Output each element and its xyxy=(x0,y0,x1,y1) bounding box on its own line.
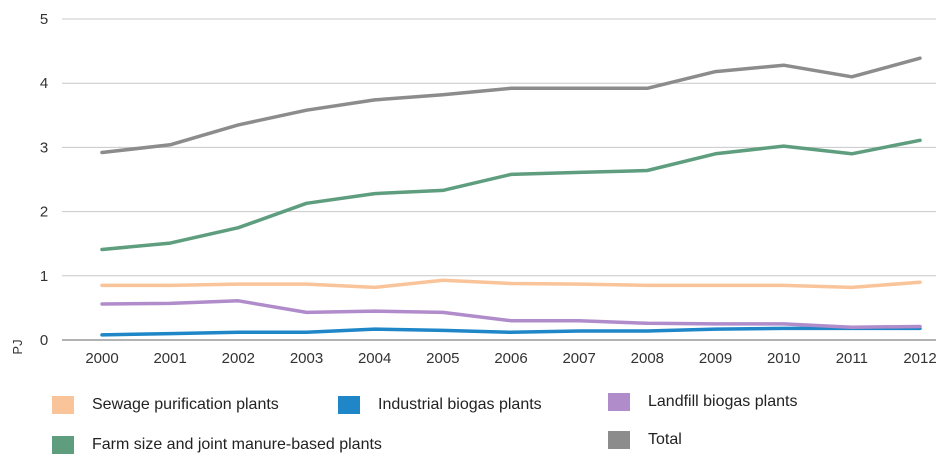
x-tick-label: 2011 xyxy=(836,350,868,367)
legend: Sewage purification plants Industrial bi… xyxy=(0,380,942,459)
legend-item-sewage: Sewage purification plants xyxy=(52,396,279,414)
x-tick-label: 2006 xyxy=(494,350,527,367)
x-tick-label: 2009 xyxy=(699,350,732,367)
y-axis-label: PJ xyxy=(10,339,25,354)
y-tick-label: 1 xyxy=(40,268,48,285)
series-lines xyxy=(100,56,922,337)
x-tick-label: 2001 xyxy=(153,350,186,367)
series-line-2 xyxy=(100,299,922,329)
y-tick-label: 5 xyxy=(40,11,48,28)
x-axis-ticks: 2000 2001 2002 2003 2004 2005 2006 2007 2008 2009… xyxy=(85,350,936,367)
series-line-4 xyxy=(100,56,922,155)
y-tick-label: 0 xyxy=(40,332,48,349)
legend-swatch-total xyxy=(608,431,630,449)
legend-swatch-farm xyxy=(52,436,74,454)
x-tick-label: 2012 xyxy=(903,350,936,367)
legend-item-total: Total xyxy=(608,431,682,449)
x-tick-label: 2000 xyxy=(85,350,118,367)
x-tick-label: 2007 xyxy=(562,350,595,367)
x-tick-label: 2010 xyxy=(767,350,800,367)
legend-item-landfill: Landfill biogas plants xyxy=(608,393,797,411)
x-tick-label: 2002 xyxy=(222,350,255,367)
legend-swatch-landfill xyxy=(608,393,630,411)
x-tick-label: 2003 xyxy=(290,350,323,367)
y-tick-label: 2 xyxy=(40,204,48,221)
legend-label-sewage: Sewage purification plants xyxy=(92,396,279,413)
legend-label-landfill: Landfill biogas plants xyxy=(648,393,798,410)
x-tick-label: 2004 xyxy=(358,350,391,367)
series-line-3 xyxy=(100,138,922,252)
series-line-0 xyxy=(100,278,922,290)
series-line-1 xyxy=(100,326,922,337)
legend-label-industrial: Industrial biogas plants xyxy=(378,396,542,413)
legend-swatch-industrial xyxy=(338,396,360,414)
legend-item-industrial: Industrial biogas plants xyxy=(338,396,542,414)
y-tick-label: 4 xyxy=(40,75,48,92)
legend-label-total: Total xyxy=(648,431,682,448)
legend-label-farm: Farm size and joint manure-based plants xyxy=(92,436,382,453)
legend-item-farm: Farm size and joint manure-based plants xyxy=(52,436,382,454)
y-tick-label: 3 xyxy=(40,139,48,156)
x-tick-label: 2008 xyxy=(631,350,664,367)
legend-swatch-sewage xyxy=(52,396,74,414)
gridlines xyxy=(62,18,936,341)
x-tick-label: 2005 xyxy=(426,350,459,367)
y-axis-ticks: 0 1 2 3 4 5 xyxy=(40,11,48,349)
